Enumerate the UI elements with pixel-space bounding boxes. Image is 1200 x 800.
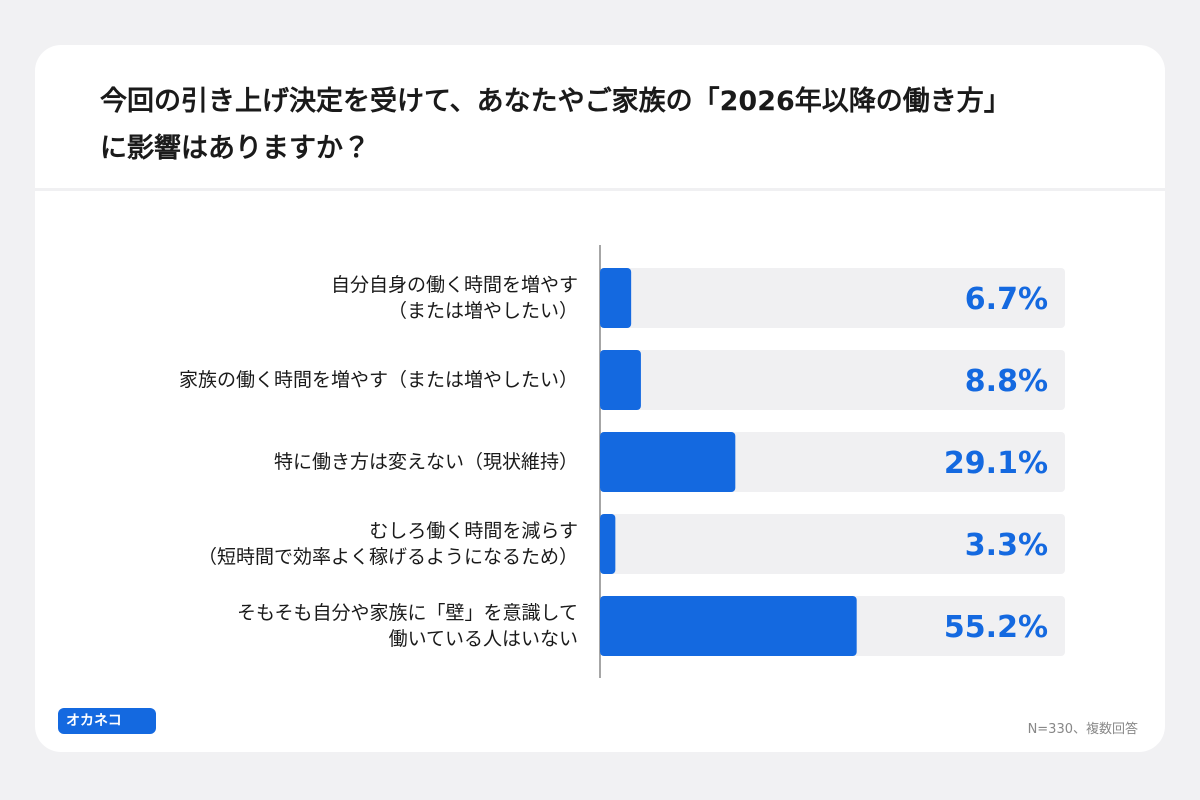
category-label: そもそも自分や家族に「壁」を意識して 働いている人はいない	[236, 602, 578, 650]
bar	[600, 514, 616, 574]
note: N=330、複数回答	[1027, 722, 1138, 737]
divider	[35, 188, 1165, 191]
bar	[600, 596, 857, 656]
category-label: 自分自身の働く時間を増やす （または増やしたい）	[330, 274, 578, 322]
bar-track	[600, 268, 1065, 328]
value-label: 55.2%	[944, 610, 1048, 645]
value-label: 3.3%	[965, 528, 1048, 563]
bar	[600, 350, 641, 410]
category-label: 特に働き方は変えない（現状維持）	[273, 451, 578, 473]
bar-track	[600, 350, 1065, 410]
value-label: 29.1%	[944, 446, 1048, 481]
value-label: 6.7%	[965, 282, 1048, 317]
value-label: 8.8%	[965, 364, 1048, 399]
bar	[600, 268, 632, 328]
category-label: 家族の働く時間を増やす（または増やしたい）	[178, 369, 578, 391]
category-label: むしろ働く時間を減らす （短時間で効率よく稼げるようになるため）	[197, 520, 578, 568]
chart-title: 今回の引き上げ決定を受けて、あなたやご家族の「2026年以降の働き方」 に影響は…	[100, 86, 1011, 164]
bar	[600, 432, 736, 492]
bar-track	[600, 514, 1065, 574]
brand-logo: オカネコ	[58, 708, 156, 734]
